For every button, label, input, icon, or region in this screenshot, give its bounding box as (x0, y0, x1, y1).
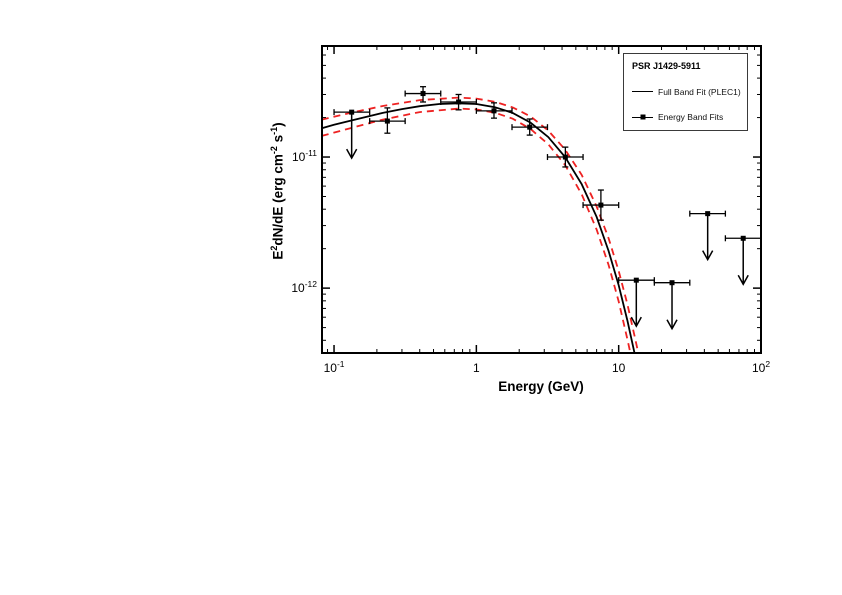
data-point (546, 146, 584, 168)
square-marker-icon (527, 124, 533, 130)
upper-limit-point (333, 109, 371, 160)
full-band-fit-curve (322, 102, 636, 353)
down-arrow-icon (737, 274, 749, 286)
upper-limit-point (618, 277, 655, 328)
legend-entry-energy-band-fits: Energy Band Fits (632, 112, 743, 122)
down-arrow-icon (666, 319, 678, 331)
square-marker-icon (598, 202, 604, 208)
legend: PSR J1429-5911 Full Band Fit (PLEC1) Ene… (623, 53, 748, 131)
square-marker-icon (491, 108, 497, 114)
data-point (404, 86, 442, 103)
x-axis-title: Energy (GeV) (498, 379, 584, 394)
square-marker-icon (384, 118, 390, 124)
x-tick-label: 10 (612, 361, 626, 375)
square-marker-icon (640, 114, 645, 120)
data-point (475, 102, 513, 119)
legend-entry-label: Energy Band Fits (658, 112, 724, 122)
data-point (440, 93, 478, 111)
uncertainty-band-curve (322, 96, 640, 353)
fit-curves (322, 96, 640, 353)
energy-band-points (333, 86, 762, 331)
legend-entry-label: Full Band Fit (PLEC1) (658, 86, 741, 97)
x-tick-label: 10-1 (324, 359, 345, 375)
line-icon (632, 91, 653, 92)
y-tick-label: 10-12 (291, 279, 317, 295)
data-point (369, 107, 406, 134)
legend-line-square-sample (632, 113, 653, 122)
y-axis-title: E2dN/dE (erg cm-2 s-1) (268, 122, 286, 260)
data-point (511, 118, 549, 136)
x-tick-label: 102 (752, 359, 770, 375)
plot-frame (321, 45, 762, 354)
upper-limit-point (689, 210, 727, 262)
upper-limit-point (724, 235, 762, 286)
square-marker-icon (420, 91, 426, 97)
uncertainty-band-curve (322, 107, 632, 353)
data-point (582, 189, 620, 221)
down-arrow-icon (346, 148, 358, 160)
legend-entry-full-band-fit: Full Band Fit (PLEC1) (632, 87, 743, 97)
x-tick-label: 1 (473, 361, 480, 375)
legend-title: PSR J1429-5911 (632, 61, 701, 71)
down-arrow-icon (630, 316, 642, 328)
square-marker-icon (562, 154, 568, 160)
legend-line-sample (632, 87, 653, 96)
upper-limit-point (653, 279, 691, 331)
axis-ticks (322, 45, 762, 353)
down-arrow-icon (702, 250, 714, 262)
square-marker-icon (456, 99, 462, 105)
y-tick-label: 10-11 (292, 148, 317, 164)
